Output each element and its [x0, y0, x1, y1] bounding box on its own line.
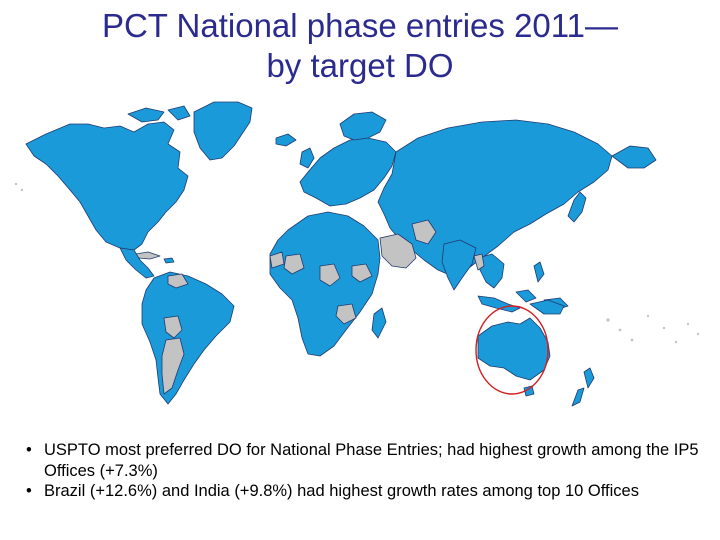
bullet-item-1: • USPTO most preferred DO for National P… [26, 440, 712, 481]
australia [477, 317, 551, 381]
world-map [8, 98, 712, 420]
north-america [25, 121, 189, 251]
bullet-text: USPTO most preferred DO for National Pha… [44, 441, 699, 480]
south-america [141, 271, 235, 405]
philippines [533, 261, 545, 283]
bullet-dot: • [26, 441, 32, 459]
japan [567, 191, 587, 223]
se-asia [477, 253, 505, 289]
new-zealand [571, 367, 595, 407]
pacific-islands [14, 182, 700, 344]
caribbean [163, 257, 175, 264]
myanmar [473, 253, 485, 271]
madagascar [371, 307, 387, 339]
australia-highlight-ellipse [475, 305, 549, 395]
arctic-islands [127, 105, 191, 123]
bullet-text: Brazil (+12.6%) and India (+9.8%) had hi… [44, 482, 639, 500]
argentina [161, 337, 185, 395]
arabia [379, 233, 417, 269]
kamchatka [611, 145, 657, 169]
uk [299, 147, 315, 169]
bullet-list: • USPTO most preferred DO for National P… [26, 440, 712, 502]
asia [377, 119, 613, 277]
new-guinea [529, 299, 565, 315]
india [441, 239, 477, 291]
bolivia [163, 315, 183, 339]
iceland [275, 133, 297, 147]
title-line-1: PCT National phase entries 2011— [101, 7, 619, 44]
tanzania [335, 303, 357, 325]
cuba [135, 251, 161, 260]
title-line-2: by target DO [266, 47, 454, 84]
mali [283, 253, 305, 275]
world-map-svg [14, 101, 700, 407]
bullet-dot: • [26, 482, 32, 500]
central-america [119, 247, 155, 279]
central-africa [319, 263, 341, 287]
scandinavia [339, 111, 387, 141]
iran [411, 219, 437, 245]
greenland [193, 101, 253, 161]
venezuela [167, 273, 189, 289]
africa [269, 211, 381, 357]
slide-title: PCT National phase entries 2011— by targ… [0, 6, 720, 86]
western-sahara [269, 251, 285, 269]
tasmania [523, 385, 535, 397]
europe [299, 137, 397, 207]
bullet-item-2: • Brazil (+12.6%) and India (+9.8%) had … [26, 481, 712, 502]
ethiopia [351, 263, 373, 283]
